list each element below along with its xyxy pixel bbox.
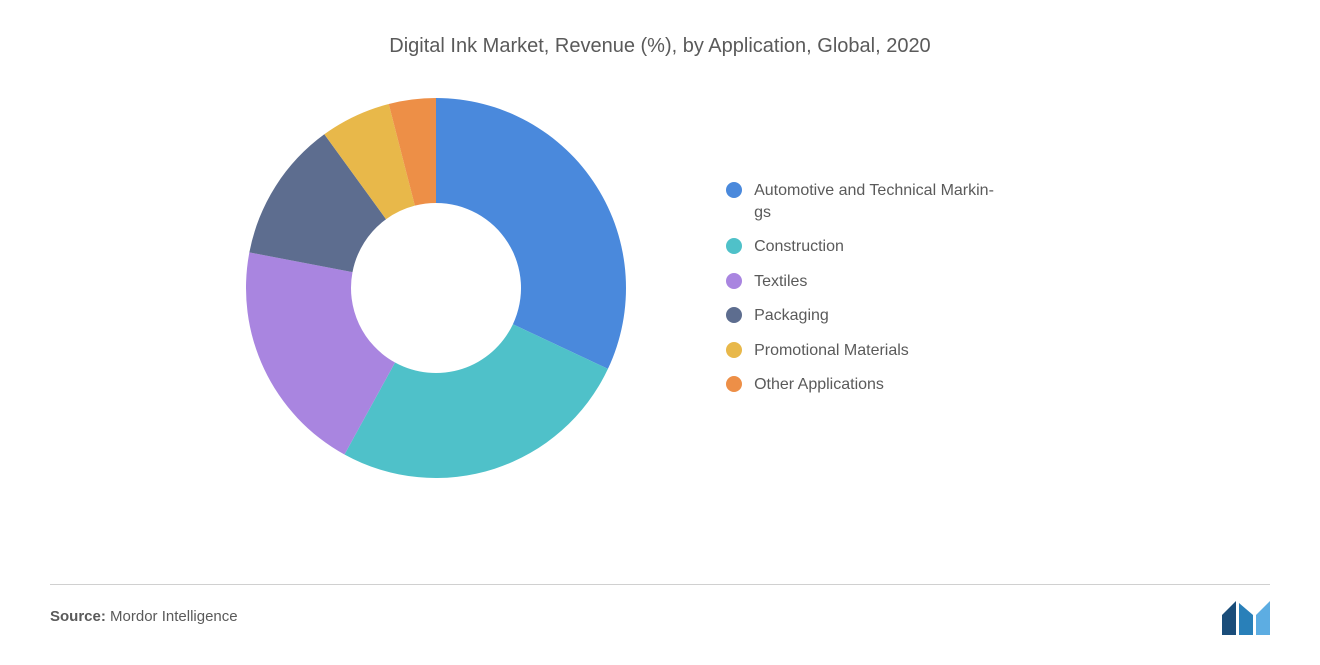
legend-item: Construction: [726, 236, 994, 258]
donut-svg: [246, 98, 626, 478]
logo-bar-2: [1239, 603, 1253, 635]
legend: Automotive and Technical Markin-gs Constr…: [726, 180, 994, 397]
legend-item: Other Applications: [726, 374, 994, 396]
legend-label: Promotional Materials: [754, 340, 909, 362]
legend-bullet-icon: [726, 273, 742, 289]
source-line: Source: Mordor Intelligence: [50, 584, 1270, 635]
legend-bullet-icon: [726, 376, 742, 392]
legend-item: Packaging: [726, 305, 994, 327]
legend-item: Promotional Materials: [726, 340, 994, 362]
chart-container: Automotive and Technical Markin-gs Constr…: [50, 98, 1270, 478]
donut-slice-0: [436, 98, 626, 369]
legend-bullet-icon: [726, 182, 742, 198]
legend-item: Automotive and Technical Markin-gs: [726, 180, 994, 225]
chart-title: Digital Ink Market, Revenue (%), by Appl…: [50, 35, 1270, 58]
logo-bar-3: [1256, 601, 1270, 635]
legend-label: Textiles: [754, 271, 807, 293]
source-text: Source: Mordor Intelligence: [50, 608, 238, 625]
legend-label: Packaging: [754, 305, 829, 327]
legend-item: Textiles: [726, 271, 994, 293]
donut-chart: [246, 98, 626, 478]
legend-label: Construction: [754, 236, 844, 258]
mordor-logo-icon: [1222, 597, 1270, 635]
legend-label: Automotive and Technical Markin-gs: [754, 180, 994, 225]
source-label: Source:: [50, 608, 106, 625]
legend-bullet-icon: [726, 307, 742, 323]
source-name: Mordor Intelligence: [110, 608, 238, 625]
legend-bullet-icon: [726, 238, 742, 254]
legend-bullet-icon: [726, 342, 742, 358]
legend-label: Other Applications: [754, 374, 884, 396]
logo-bar-1: [1222, 601, 1236, 635]
